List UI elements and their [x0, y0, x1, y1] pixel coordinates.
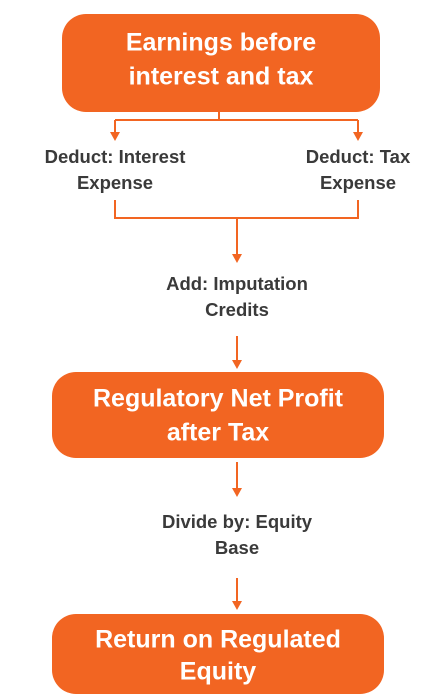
- node-box: [52, 372, 384, 458]
- step-label: Credits: [205, 299, 269, 320]
- step-label: Add: Imputation: [166, 273, 308, 294]
- step-label: Divide by: Equity: [162, 511, 313, 532]
- arrow-head: [232, 360, 242, 369]
- step-label: Deduct: Interest: [45, 146, 186, 167]
- step-label: Expense: [77, 172, 153, 193]
- node-label: after Tax: [167, 419, 269, 447]
- step-label: Base: [215, 537, 259, 558]
- node-label: interest and tax: [129, 63, 314, 91]
- step-label: Deduct: Tax: [306, 146, 411, 167]
- node-box: [52, 614, 384, 694]
- node-label: Regulatory Net Profit: [93, 385, 344, 413]
- arrow-head: [232, 488, 242, 497]
- merge-line: [114, 200, 359, 255]
- arrow-head: [232, 601, 242, 610]
- step-label: Expense: [320, 172, 396, 193]
- node-label: Earnings before: [126, 29, 316, 57]
- node-box: [62, 14, 380, 112]
- node-label: Equity: [180, 658, 256, 686]
- split-line: [114, 112, 359, 133]
- arrow-head: [232, 254, 242, 263]
- connectors: [110, 112, 363, 610]
- arrow-head: [353, 132, 363, 141]
- arrow-head: [110, 132, 120, 141]
- node-label: Return on Regulated: [95, 626, 341, 654]
